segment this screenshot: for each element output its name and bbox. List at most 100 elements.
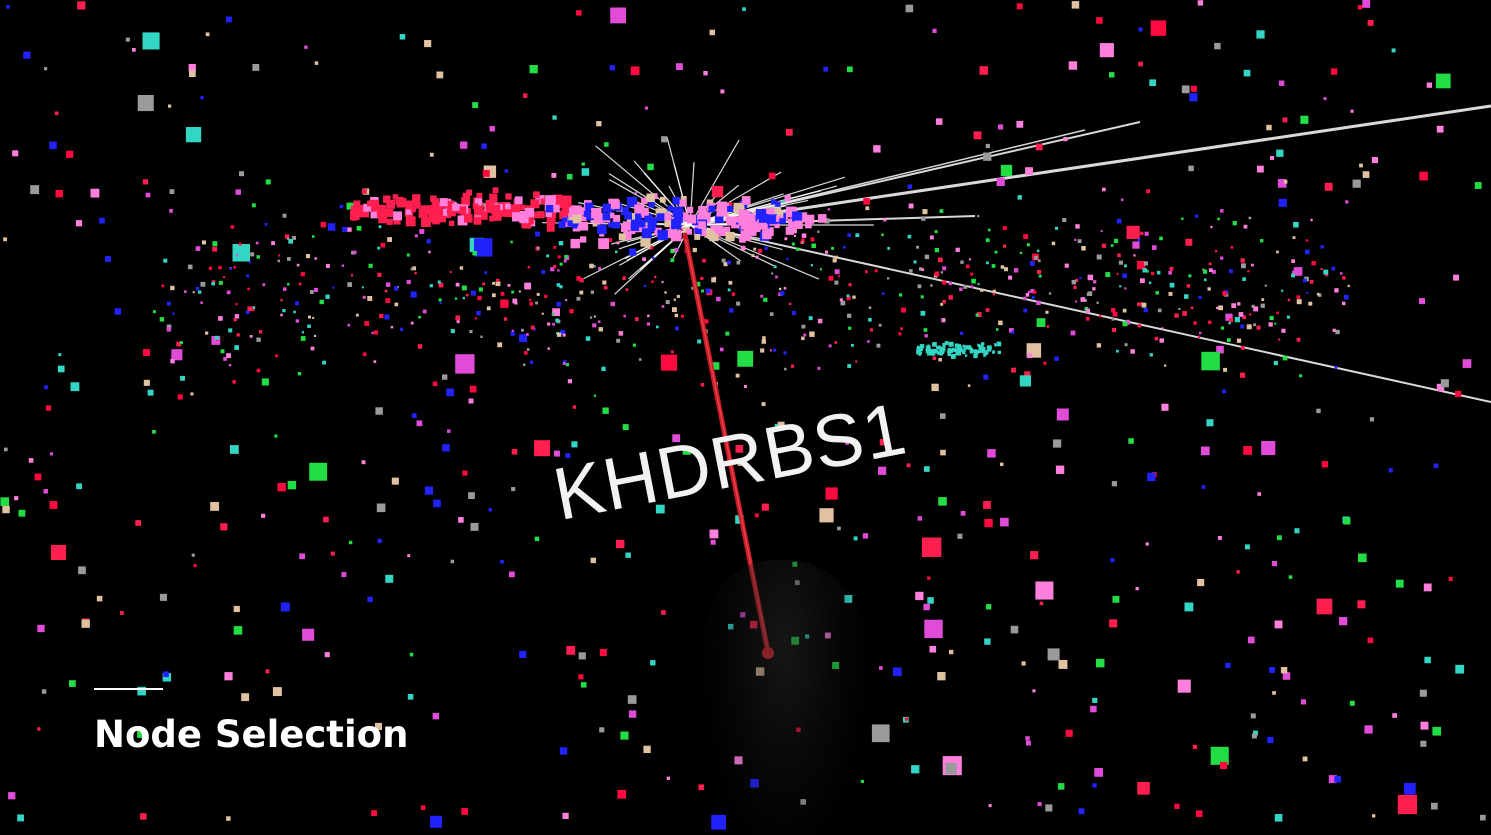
- network-node[interactable]: [236, 333, 240, 337]
- network-node[interactable]: [610, 199, 620, 209]
- network-node[interactable]: [278, 254, 281, 257]
- network-node[interactable]: [985, 308, 990, 312]
- network-node[interactable]: [410, 321, 414, 325]
- network-node[interactable]: [828, 344, 832, 348]
- network-node[interactable]: [796, 247, 800, 251]
- network-node[interactable]: [383, 195, 391, 204]
- network-node[interactable]: [557, 332, 562, 337]
- network-node[interactable]: [1364, 725, 1373, 734]
- network-node[interactable]: [757, 218, 768, 230]
- network-node[interactable]: [775, 275, 778, 279]
- network-node[interactable]: [939, 347, 942, 351]
- network-node[interactable]: [559, 285, 563, 289]
- network-node[interactable]: [1030, 289, 1035, 294]
- network-node[interactable]: [959, 287, 963, 292]
- network-node[interactable]: [564, 254, 568, 259]
- network-node[interactable]: [987, 347, 992, 352]
- network-node[interactable]: [282, 213, 287, 218]
- network-node[interactable]: [709, 29, 715, 36]
- network-node[interactable]: [521, 220, 530, 228]
- network-node[interactable]: [1245, 544, 1250, 550]
- network-node[interactable]: [846, 294, 850, 298]
- network-node[interactable]: [702, 258, 706, 263]
- network-node[interactable]: [188, 64, 196, 72]
- network-node[interactable]: [1257, 165, 1264, 173]
- network-node[interactable]: [691, 286, 695, 290]
- network-node[interactable]: [439, 302, 442, 305]
- network-node[interactable]: [1193, 321, 1197, 325]
- network-node[interactable]: [638, 358, 642, 361]
- network-node[interactable]: [1096, 343, 1102, 348]
- network-node[interactable]: [622, 424, 629, 431]
- network-node[interactable]: [800, 241, 804, 244]
- network-node[interactable]: [484, 271, 488, 274]
- network-node[interactable]: [566, 645, 576, 655]
- network-node[interactable]: [49, 141, 57, 150]
- network-node[interactable]: [879, 439, 887, 446]
- network-node[interactable]: [1440, 379, 1449, 388]
- network-node[interactable]: [1424, 656, 1431, 664]
- network-node[interactable]: [948, 281, 952, 286]
- network-node[interactable]: [623, 221, 632, 230]
- network-node[interactable]: [1216, 306, 1219, 310]
- network-node[interactable]: [462, 296, 465, 300]
- network-node[interactable]: [634, 204, 645, 215]
- network-node[interactable]: [1177, 679, 1191, 693]
- network-node[interactable]: [937, 672, 946, 681]
- network-node[interactable]: [23, 51, 31, 59]
- network-node[interactable]: [1120, 198, 1124, 202]
- network-node[interactable]: [825, 487, 838, 500]
- network-node[interactable]: [948, 295, 953, 300]
- network-node[interactable]: [496, 278, 500, 283]
- network-node[interactable]: [817, 318, 823, 324]
- network-node[interactable]: [351, 215, 357, 221]
- network-node[interactable]: [845, 441, 849, 445]
- network-node[interactable]: [300, 272, 305, 277]
- network-node[interactable]: [287, 257, 291, 261]
- network-node[interactable]: [447, 208, 456, 217]
- network-node[interactable]: [474, 317, 478, 320]
- network-node[interactable]: [1181, 85, 1190, 94]
- network-node[interactable]: [925, 345, 931, 351]
- network-node[interactable]: [1282, 117, 1288, 123]
- network-node[interactable]: [581, 215, 587, 221]
- network-node[interactable]: [348, 540, 353, 545]
- network-node[interactable]: [327, 223, 336, 231]
- network-node[interactable]: [616, 338, 621, 343]
- network-node[interactable]: [1190, 85, 1197, 92]
- network-node[interactable]: [1109, 619, 1118, 628]
- network-node[interactable]: [352, 206, 362, 217]
- network-node[interactable]: [190, 392, 194, 396]
- network-node[interactable]: [572, 405, 577, 409]
- network-node[interactable]: [996, 341, 1002, 347]
- network-node[interactable]: [664, 291, 667, 294]
- network-node[interactable]: [552, 322, 556, 326]
- network-node[interactable]: [287, 237, 290, 240]
- network-node[interactable]: [1138, 27, 1143, 32]
- network-node[interactable]: [1045, 804, 1053, 812]
- network-node[interactable]: [970, 285, 974, 289]
- network-node[interactable]: [500, 292, 505, 296]
- network-node[interactable]: [459, 266, 464, 270]
- network-node[interactable]: [555, 318, 560, 323]
- network-node[interactable]: [1090, 705, 1097, 713]
- network-node[interactable]: [1350, 109, 1354, 113]
- network-node[interactable]: [618, 331, 624, 336]
- network-node[interactable]: [339, 204, 344, 209]
- network-node[interactable]: [1190, 306, 1194, 310]
- network-node[interactable]: [323, 516, 329, 523]
- network-node[interactable]: [1151, 271, 1155, 276]
- network-node[interactable]: [766, 214, 777, 225]
- network-node[interactable]: [1423, 583, 1432, 592]
- network-node[interactable]: [1367, 637, 1374, 644]
- network-node[interactable]: [593, 394, 597, 397]
- network-node[interactable]: [1218, 305, 1223, 311]
- network-node[interactable]: [913, 260, 917, 264]
- network-node[interactable]: [562, 812, 569, 819]
- network-node[interactable]: [628, 710, 637, 718]
- network-node[interactable]: [593, 315, 596, 318]
- network-node[interactable]: [644, 106, 649, 110]
- network-node[interactable]: [233, 626, 243, 635]
- network-node[interactable]: [938, 357, 942, 362]
- network-node[interactable]: [1146, 189, 1151, 194]
